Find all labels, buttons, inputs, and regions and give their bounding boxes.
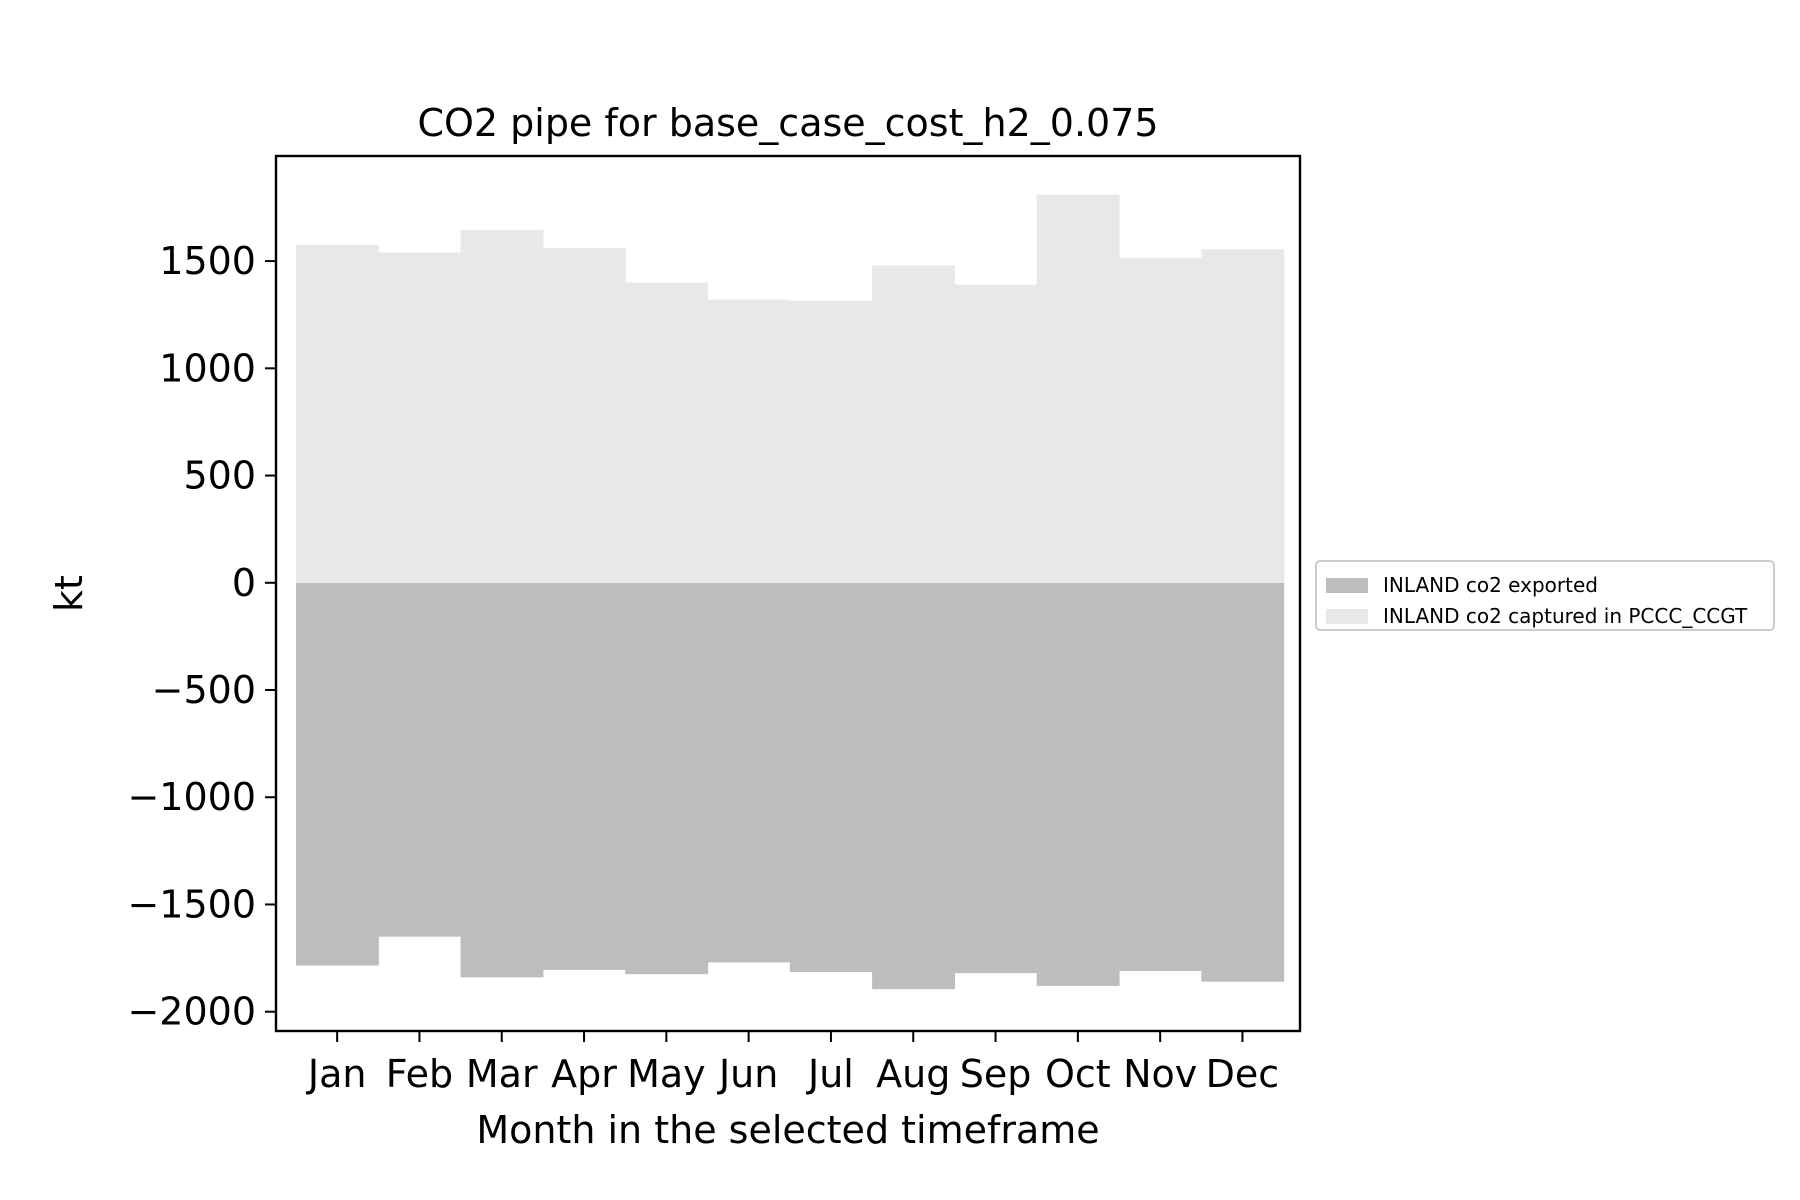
legend-swatch-1 (1326, 609, 1368, 624)
x-tick-label-nov: Nov (1123, 1052, 1197, 1096)
bar-series1-mar (460, 229, 544, 583)
x-tick-label-jan: Jan (306, 1052, 367, 1096)
legend: INLAND co2 exported INLAND co2 captured i… (1315, 560, 1775, 631)
chart-title: CO2 pipe for base_case_cost_h2_0.075 (417, 101, 1158, 145)
x-tick-label-apr: Apr (551, 1052, 617, 1096)
x-tick-label-aug: Aug (876, 1052, 950, 1096)
legend-label-0: INLAND co2 exported (1383, 573, 1598, 597)
y-tick-label: −2000 (127, 990, 256, 1034)
legend-frame (1315, 560, 1775, 631)
bar-series1-jul (789, 300, 873, 583)
bar-series0-jul (789, 582, 873, 973)
x-tick-label-may: May (627, 1052, 706, 1096)
bars-layer (296, 194, 1285, 990)
legend-swatch-0 (1326, 578, 1368, 593)
plot-frame (274, 154, 1302, 1033)
bar-series0-may (625, 582, 709, 975)
bar-series0-sep (954, 582, 1038, 974)
bar-series0-mar (460, 582, 544, 978)
y-tick-label: 500 (183, 454, 256, 498)
x-tick-label-dec: Dec (1206, 1052, 1280, 1096)
y-tick-label: 1500 (159, 239, 256, 283)
y-axis: −2000 −1500 −1000 −500 0 500 1000 1500 (127, 239, 276, 1034)
y-tick-label: 1000 (159, 346, 256, 390)
x-tick-label-oct: Oct (1045, 1052, 1111, 1096)
bar-series0-nov (1119, 582, 1202, 971)
bar-series0-oct (1036, 582, 1120, 986)
bar-series1-oct (1036, 194, 1120, 583)
x-axis: Jan Feb Mar Apr May Jun Jul Aug Sep Oct Nov Dec (306, 1031, 1279, 1096)
bar-series1-jan (296, 245, 379, 583)
bar-series1-dec (1201, 249, 1285, 583)
bar-series1-sep (954, 284, 1038, 583)
y-axis-label: kt (47, 575, 91, 612)
bar-series0-jun (707, 582, 791, 963)
bar-series1-nov (1119, 257, 1202, 583)
bar-series1-may (625, 282, 709, 583)
x-tick-label-mar: Mar (466, 1052, 538, 1096)
bar-series1-jun (707, 299, 791, 583)
bar-series0-dec (1201, 582, 1285, 982)
x-tick-label-sep: Sep (960, 1052, 1032, 1096)
x-tick-label-jul: Jul (806, 1052, 854, 1096)
x-axis-label: Month in the selected timeframe (476, 1108, 1099, 1152)
bar-series0-feb (378, 582, 462, 937)
y-tick-label: −1000 (127, 775, 256, 819)
x-tick-label-jun: Jun (717, 1052, 778, 1096)
bar-series0-jan (296, 582, 379, 966)
bar-series1-apr (542, 248, 626, 583)
y-tick-label: −500 (152, 668, 256, 712)
y-tick-label: 0 (232, 561, 256, 605)
x-tick-label-feb: Feb (386, 1052, 453, 1096)
bar-series0-apr (542, 582, 626, 970)
y-tick-label: −1500 (127, 882, 256, 926)
bar-series1-aug (872, 265, 955, 583)
legend-label-1: INLAND co2 captured in PCCC_CCGT (1383, 604, 1748, 628)
bar-series0-aug (872, 582, 955, 990)
bar-series1-feb (378, 252, 462, 583)
